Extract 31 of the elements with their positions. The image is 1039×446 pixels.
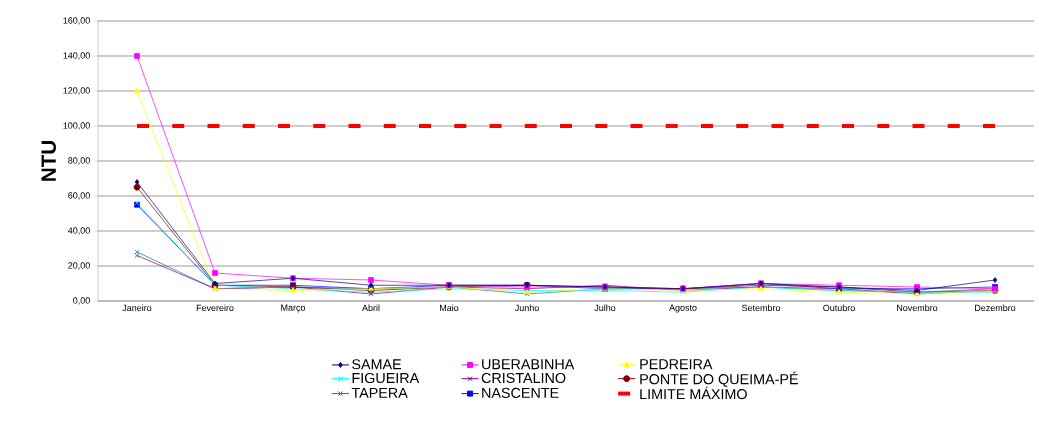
x-tick-label: Outubro (823, 304, 855, 312)
x-tick-label: Junho (514, 304, 539, 312)
y-tick-label: 100,00 (63, 122, 90, 130)
y-axis-title: NTU (41, 141, 56, 181)
legend-label: SAMAE (352, 359, 402, 370)
x-tick-label: Maio (440, 304, 459, 312)
x-tick-label: Julho (594, 304, 616, 312)
x-tick-label: Agosto (669, 304, 697, 313)
y-tick-label: 60,00 (68, 192, 90, 200)
y-tick-label: 0,00 (73, 297, 90, 305)
y-tick-label: 140,00 (63, 52, 90, 60)
legend-label: NASCENTE (482, 387, 559, 398)
legend-label: LIMITE MÁXIMO (640, 386, 747, 400)
x-tick-label: Dezembro (975, 304, 1016, 312)
legend-label: PEDREIRA (640, 359, 713, 370)
legend-label: FIGUEIRA (352, 372, 420, 384)
legend-label: PONTE DO QUEIMA-PÉ (640, 371, 798, 387)
y-tick-label: 160,00 (63, 17, 90, 25)
legend-label: TAPERA (351, 387, 408, 398)
x-tick-label: Janeiro (122, 304, 152, 312)
x-tick-label: Março (281, 304, 306, 313)
y-tick-label: 20,00 (68, 262, 90, 270)
x-tick-label: Abril (362, 304, 380, 312)
y-tick-label: 40,00 (67, 227, 90, 235)
y-tick-label: 80,00 (68, 157, 90, 165)
legend-label: UBERABINHA (482, 359, 575, 370)
x-tick-label: Setembro (741, 304, 781, 312)
x-tick-label: Novembro (897, 304, 938, 312)
x-tick-label: Fevereiro (196, 304, 234, 312)
y-tick-label: 120,00 (63, 87, 90, 95)
legend-label: CRISTALINO (481, 372, 566, 384)
